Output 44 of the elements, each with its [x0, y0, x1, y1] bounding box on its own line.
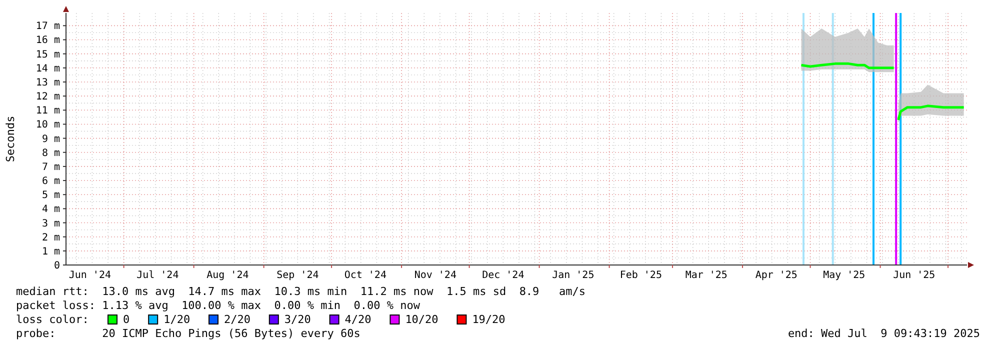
x-tick-label: Oct '24	[344, 270, 386, 281]
legend-label: 0	[123, 313, 130, 326]
x-tick-label: Nov '24	[414, 270, 456, 281]
y-tick-label: 13 m	[36, 77, 60, 88]
legend-label: 19/20	[472, 313, 506, 326]
y-tick-label: 14 m	[36, 63, 60, 74]
legend-label: 1/20	[164, 313, 190, 326]
x-tick-label: Mar '25	[685, 270, 728, 281]
legend-label: 4/20	[344, 313, 372, 326]
y-tick-label: 1 m	[42, 246, 60, 258]
x-tick-label: Jul '24	[136, 270, 179, 281]
y-tick-label: 3 m	[42, 218, 60, 230]
x-tick-label: Feb '25	[620, 270, 662, 281]
x-tick-label: May '25	[823, 270, 866, 281]
y-tick-label: 0	[54, 260, 60, 272]
y-tick-label: 2 m	[42, 232, 60, 244]
y-tick-label: 11 m	[36, 106, 60, 117]
y-tick-label: 5 m	[42, 190, 60, 202]
y-tick-label: 17 m	[36, 21, 60, 32]
x-tick-label: Jun '24	[68, 270, 112, 281]
y-tick-label: 8 m	[42, 148, 60, 159]
x-tick-label: Apr '25	[755, 270, 798, 281]
text: end: Wed Jul 9 09:43:19 2025	[788, 327, 980, 340]
y-tick-label: 6 m	[42, 176, 60, 188]
text: packet loss: 1.13 % avg 100.00 % max 0.00 % min 0.00 % now	[16, 299, 420, 312]
x-tick-label: Jan '25	[552, 270, 594, 281]
y-tick-label: 7 m	[42, 162, 60, 173]
y-tick-label: 12 m	[36, 92, 60, 103]
y-tick-label: 9 m	[42, 134, 60, 145]
x-tick-label: Aug '24	[206, 270, 249, 281]
y-tick-label: 10 m	[36, 120, 60, 131]
text: median rtt: 13.0 ms avg 14.7 ms max 10.3 ms min 11.2 ms now 1.5 ms sd 8.9 am/s	[16, 285, 586, 298]
y-tick-label: 15 m	[36, 49, 60, 60]
legend-label: 10/20	[405, 313, 438, 326]
y-tick-label: 4 m	[42, 204, 60, 216]
x-tick-label: Jun '25	[893, 270, 936, 281]
y-axis-title: Seconds	[4, 116, 17, 162]
x-tick-label: Sep '24	[276, 270, 319, 281]
text: loss color:	[16, 313, 89, 326]
x-tick-label: Dec '24	[482, 270, 524, 281]
y-tick-label: 16 m	[36, 35, 60, 46]
text: probe: 20 ICMP Echo Pings (56 Bytes) every 60s	[16, 327, 360, 340]
legend-label: 3/20	[284, 313, 311, 326]
legend-label: 2/20	[224, 313, 250, 326]
